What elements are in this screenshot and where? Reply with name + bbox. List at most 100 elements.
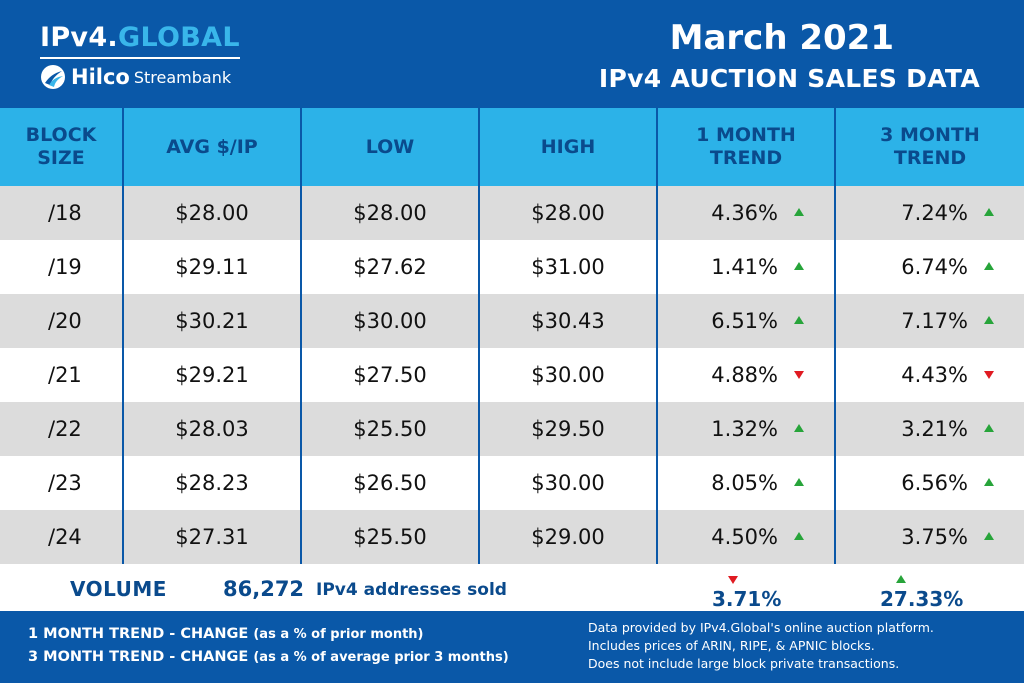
cell-avg-price-value: $30.21 [175,309,249,333]
table-row: /22 $28.03 $25.50 $29.50 1.32% 3.21% [0,402,1024,456]
cell-3-month-trend: 6.74% [834,240,1024,294]
page-footer: 1 MONTH TREND - CHANGE (as a % of prior … [0,611,1024,683]
cell-3-month-trend: 6.56% [834,456,1024,510]
cell-block-size-value: /20 [48,309,82,333]
cell-avg-price-value: $29.21 [175,363,249,387]
trend-up-arrow-icon [984,478,994,486]
cell-block-size-value: /21 [48,363,82,387]
cell-low-price: $28.00 [300,186,480,240]
cell-1-month-trend: 4.36% [656,186,836,240]
table-row: /20 $30.21 $30.00 $30.43 6.51% 7.17% [0,294,1024,348]
cell-low-price: $27.50 [300,348,480,402]
trend-up-arrow-icon [794,532,804,540]
cell-1-month-trend: 6.51% [656,294,836,348]
trend-up-arrow-icon [984,208,994,216]
cell-block-size-value: /19 [48,255,82,279]
cell-avg-price: $28.00 [122,186,302,240]
footnote-exclusions: Does not include large block private tra… [588,656,900,671]
cell-low-price-value: $30.00 [353,309,427,333]
cell-1-month-trend: 4.88% [656,348,836,402]
column-header-3-month-trend: 3 MONTH TREND [834,108,1024,186]
cell-avg-price: $28.23 [122,456,302,510]
page-subtitle: IPv4 AUCTION SALES DATA [598,64,980,93]
table-row: /18 $28.00 $28.00 $28.00 4.36% 7.24% [0,186,1024,240]
cell-low-price-value: $25.50 [353,417,427,441]
cell-1-month-trend-value: 4.50% [711,525,778,549]
cell-1-month-trend-value: 6.51% [711,309,778,333]
cell-1-month-trend: 8.05% [656,456,836,510]
cell-avg-price-value: $29.11 [175,255,249,279]
cell-1-month-trend-value: 4.36% [711,201,778,225]
cell-3-month-trend-value: 6.56% [901,471,968,495]
trend-up-arrow-icon [794,316,804,324]
cell-block-size-value: /24 [48,525,82,549]
cell-avg-price: $30.21 [122,294,302,348]
cell-block-size: /21 [0,348,124,402]
page-header: IPv4.GLOBAL Hilco Streambank March 2021 … [0,0,1024,108]
cell-block-size-value: /23 [48,471,82,495]
trend-up-arrow-icon [984,532,994,540]
trend-up-arrow-icon [794,262,804,270]
cell-low-price-value: $27.50 [353,363,427,387]
cell-low-price: $26.50 [300,456,480,510]
column-header-block-size: BLOCK SIZE [0,108,124,186]
column-header-low: LOW [300,108,480,186]
logo-prefix: IPv4. [40,22,118,53]
cell-high-price: $30.00 [478,456,658,510]
trend-up-arrow-icon [794,208,804,216]
cell-3-month-trend-value: 7.17% [901,309,968,333]
cell-3-month-trend-value: 6.74% [901,255,968,279]
cell-high-price-value: $30.00 [531,471,605,495]
column-header-avg: AVG $/IP [122,108,302,186]
cell-low-price: $27.62 [300,240,480,294]
cell-low-price-value: $28.00 [353,201,427,225]
cell-avg-price: $29.11 [122,240,302,294]
cell-3-month-trend: 3.75% [834,510,1024,564]
trend-up-arrow-icon [984,262,994,270]
logo-underline [40,57,240,59]
hilco-streambank-logo: Hilco Streambank [40,64,231,90]
legend-3-month: 3 MONTH TREND - CHANGE (as a % of averag… [28,649,509,665]
cell-1-month-trend: 1.41% [656,240,836,294]
cell-low-price-value: $27.62 [353,255,427,279]
cell-low-price-value: $26.50 [353,471,427,495]
volume-1-month-trend: 3.71% [712,576,781,611]
cell-avg-price: $29.21 [122,348,302,402]
legend-1-paren: (as a % of prior month) [253,627,424,642]
legend-2-paren: (as a % of average prior 3 months) [253,650,509,665]
cell-avg-price: $27.31 [122,510,302,564]
cell-block-size: /18 [0,186,124,240]
table-row: /24 $27.31 $25.50 $29.00 4.50% 3.75% [0,510,1024,564]
sublogo-sub: Streambank [133,67,232,87]
cell-1-month-trend-value: 1.32% [711,417,778,441]
cell-high-price-value: $31.00 [531,255,605,279]
cell-low-price: $30.00 [300,294,480,348]
cell-block-size: /24 [0,510,124,564]
page-title: March 2021 [669,18,894,58]
volume-3-month-trend: 27.33% [880,575,963,611]
volume-count: 86,272 [223,577,305,601]
cell-3-month-trend-value: 3.21% [901,417,968,441]
column-header-line: LOW [365,135,415,158]
cell-block-size-value: /22 [48,417,82,441]
cell-1-month-trend-value: 4.88% [711,363,778,387]
trend-up-arrow-icon [984,424,994,432]
cell-avg-price-value: $28.23 [175,471,249,495]
volume-count-text: IPv4 addresses sold [316,580,507,600]
cell-avg-price-value: $28.03 [175,417,249,441]
trend-down-arrow-icon [728,576,738,584]
cell-high-price-value: $30.43 [531,309,605,333]
cell-avg-price-value: $27.31 [175,525,249,549]
legend-1-main: 1 MONTH TREND - CHANGE [28,626,249,642]
cell-high-price: $30.43 [478,294,658,348]
logo-accent: GLOBAL [117,22,240,53]
cell-high-price: $30.00 [478,348,658,402]
column-header-high: HIGH [478,108,658,186]
cell-3-month-trend: 4.43% [834,348,1024,402]
cell-high-price: $29.50 [478,402,658,456]
column-header-1-month-trend: 1 MONTH TREND [656,108,836,186]
cell-1-month-trend: 1.32% [656,402,836,456]
cell-high-price-value: $28.00 [531,201,605,225]
cell-avg-price: $28.03 [122,402,302,456]
table-header-row: BLOCK SIZE AVG $/IP LOW HIGH 1 MONTH TREND… [0,108,1024,186]
